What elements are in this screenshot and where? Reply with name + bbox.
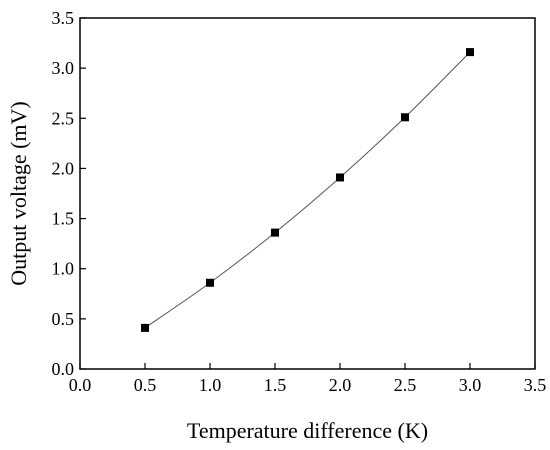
x-tick-label: 2.5 [394, 375, 417, 395]
y-tick-label: 3.0 [52, 58, 75, 78]
plot-frame [79, 17, 536, 370]
y-tick-label: 1.5 [52, 209, 75, 229]
x-tick-label: 2.0 [329, 375, 352, 395]
x-tick-label: 3.0 [459, 375, 482, 395]
data-point-marker [141, 323, 149, 332]
data-point-marker [466, 48, 474, 57]
x-tick-label: 1.5 [264, 375, 287, 395]
x-tick-label: 1.0 [199, 375, 222, 395]
y-axis-ticks: 0.0 0.5 1.0 1.5 2.0 2.5 3.0 3.5 [52, 8, 86, 379]
data-point-marker [271, 228, 279, 237]
x-axis-ticks: 0.0 0.5 1.0 1.5 2.0 2.5 3.0 3.5 [69, 363, 547, 395]
y-tick-label: 2.5 [52, 108, 75, 128]
data-point-marker [401, 113, 409, 122]
x-tick-label: 0.0 [69, 375, 92, 395]
data-point-marker [206, 278, 214, 287]
plot-area [79, 17, 536, 370]
x-tick-label: 0.5 [134, 375, 157, 395]
y-axis-title: Output voltage (mV) [6, 101, 31, 286]
x-tick-label: 3.5 [524, 375, 547, 395]
y-tick-label: 0.0 [52, 359, 75, 379]
series-layer [141, 48, 474, 332]
data-point-marker [336, 173, 344, 182]
series-line [144, 51, 471, 329]
y-tick-label: 1.0 [52, 259, 75, 279]
x-axis-title: Temperature difference (K) [187, 418, 428, 443]
y-tick-label: 3.5 [52, 8, 75, 28]
y-tick-label: 2.0 [52, 158, 75, 178]
y-tick-label: 0.5 [52, 309, 75, 329]
